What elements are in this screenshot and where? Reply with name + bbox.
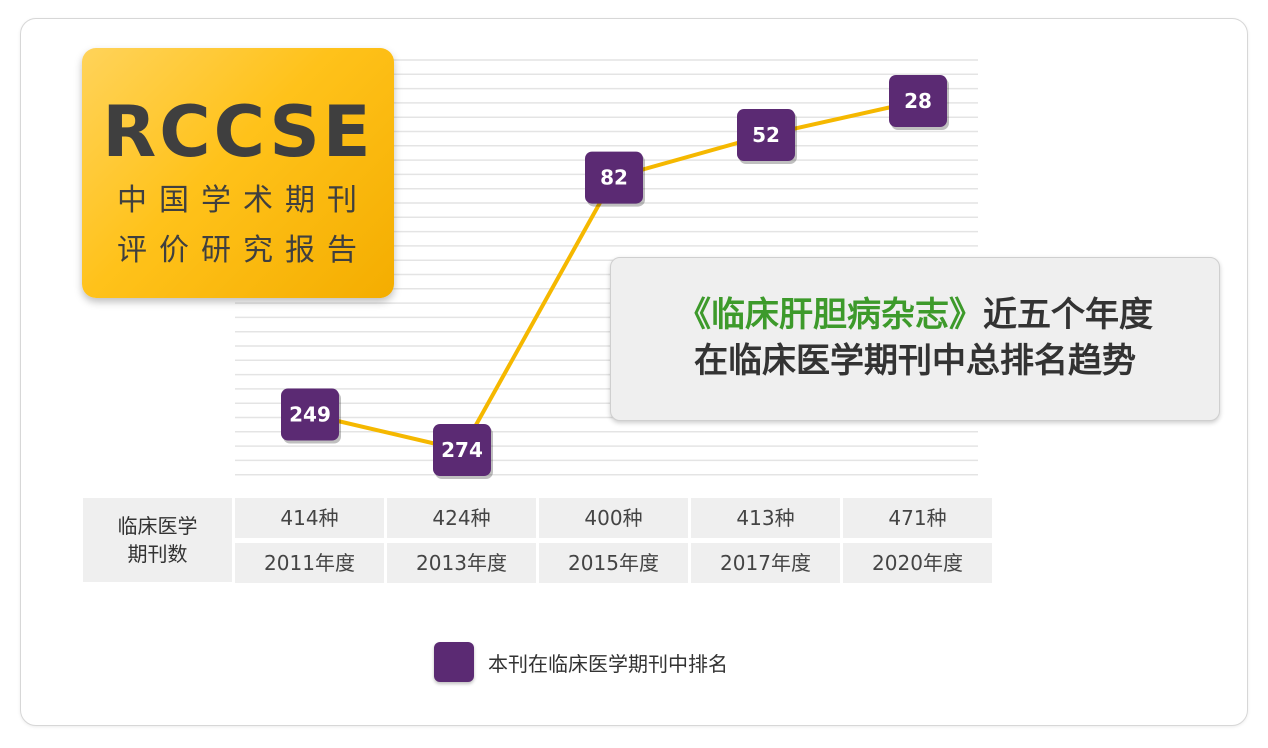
year-cell: 2011年度: [235, 543, 384, 583]
callout-line-2: 在临床医学期刊中总排名趋势: [694, 341, 1136, 381]
legend-swatch: [434, 642, 474, 682]
data-label: 249: [289, 403, 331, 427]
year-cell: 2013年度: [387, 543, 536, 583]
data-label: 82: [600, 166, 628, 190]
marker-box: [433, 424, 491, 476]
marker-box: [281, 388, 339, 441]
badge-brand: RCCSE: [102, 91, 374, 173]
marker-box: [585, 151, 643, 204]
count-cell: 471种: [843, 498, 992, 538]
data-point-marker: 28: [889, 75, 949, 130]
row-header-line-1: 临床医学: [117, 514, 198, 538]
year-cell: 2015年度: [539, 543, 688, 583]
legend-label: 本刊在临床医学期刊中排名: [488, 651, 728, 676]
journal-title: 《临床肝胆病杂志》: [677, 295, 983, 335]
count-cell: 400种: [539, 498, 688, 538]
marker-box: [737, 109, 795, 162]
count-cell: 413种: [691, 498, 840, 538]
badge-line-2: 评价研究报告: [117, 233, 369, 268]
chart-legend: 本刊在临床医学期刊中排名: [434, 642, 728, 682]
data-label: 28: [904, 89, 932, 113]
data-point-marker: 274: [433, 424, 493, 479]
data-label: 274: [441, 438, 483, 462]
callout-line-1: 《临床肝胆病杂志》近五个年度: [611, 292, 1219, 338]
year-cell: 2017年度: [691, 543, 840, 583]
data-point-marker: 52: [737, 109, 797, 165]
chart-series-markers: 249 274 82 52 28: [281, 75, 949, 479]
data-point-marker: 82: [585, 151, 645, 207]
count-cell: 424种: [387, 498, 536, 538]
row-header-line-2: 期刊数: [127, 542, 188, 566]
badge-line-1: 中国学术期刊: [117, 183, 369, 218]
marker-box: [889, 75, 947, 127]
table-row-header: 临床医学 期刊数: [83, 498, 232, 582]
data-label: 52: [752, 123, 780, 147]
callout-line-1-rest: 近五个年度: [983, 295, 1153, 335]
rccse-badge: RCCSE 中国学术期刊 评价研究报告: [82, 48, 394, 298]
year-cell: 2020年度: [843, 543, 992, 583]
chart-title-callout: 《临床肝胆病杂志》近五个年度 在临床医学期刊中总排名趋势: [610, 257, 1220, 421]
count-cell: 414种: [235, 498, 384, 538]
data-point-marker: 249: [281, 388, 341, 444]
